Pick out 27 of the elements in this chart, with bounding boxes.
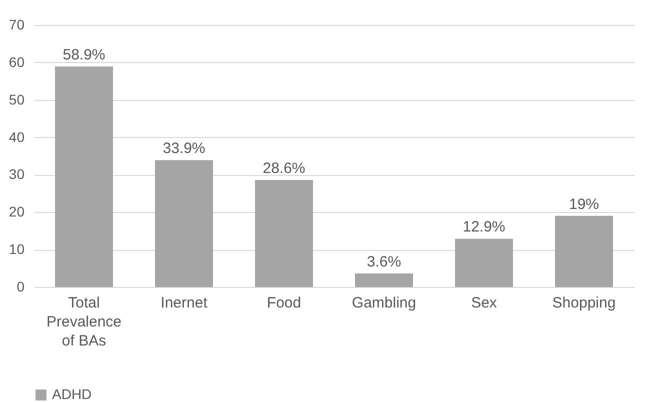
x-tick-label: Total Prevalence of BAs [46,294,122,350]
y-tick-label: 0 [16,278,25,294]
y-tick-label: 20 [8,204,25,220]
bar [455,238,513,287]
x-tick-label: Sex [471,294,498,312]
data-label: 58.9% [62,46,106,64]
data-label: 33.9% [162,140,206,158]
y-tick-label: 50 [8,91,25,108]
bar [555,216,613,287]
x-tick-label: Food [266,294,302,312]
y-tick-label: 40 [8,128,25,145]
data-label: 28.6% [262,160,306,177]
legend-label: ADHD [52,386,92,402]
x-tick-label: Gambling [352,294,416,312]
bar [255,180,313,287]
y-tick-label: 30 [8,166,25,182]
data-label: 3.6% [366,254,402,271]
bar [355,274,413,287]
y-tick-label: 10 [8,241,25,258]
data-label: 12.9% [462,218,506,236]
x-tick-label: Shopping [552,294,616,312]
x-tick-label: Inernet [160,294,208,312]
data-label: 19% [568,196,600,213]
bar [55,66,113,287]
y-tick-label: 70 [8,16,25,32]
bar [155,160,213,287]
y-tick-label: 60 [8,54,25,70]
